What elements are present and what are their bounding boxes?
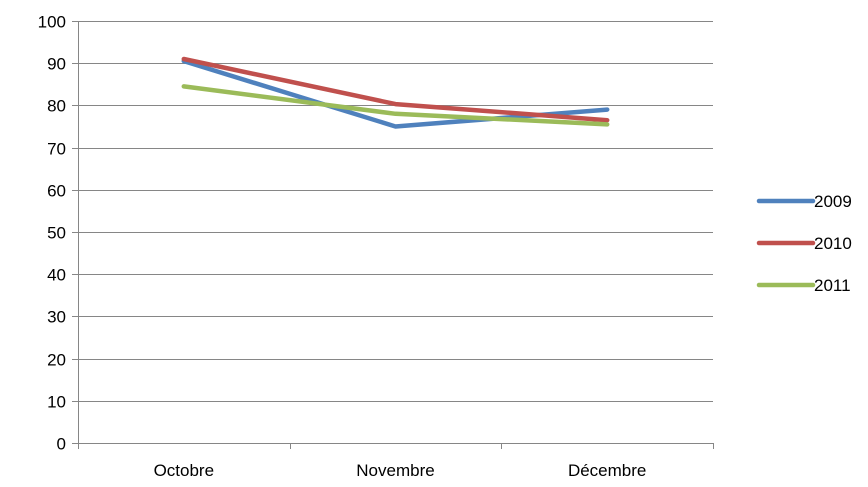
- y-tick-label: 50: [47, 224, 66, 243]
- y-tick-label: 60: [47, 182, 66, 201]
- x-tick-label: Novembre: [356, 461, 434, 480]
- y-tick-label: 90: [47, 55, 66, 74]
- y-tick-label: 70: [47, 140, 66, 159]
- y-tick-label: 30: [47, 308, 66, 327]
- y-tick-label: 0: [57, 435, 66, 454]
- series-line-2010: [181, 56, 610, 123]
- x-axis-tick-labels: Octobre Novembre Décembre: [154, 461, 647, 480]
- gridlines: [78, 21, 713, 402]
- y-tick-label: 20: [47, 351, 66, 370]
- y-axis-tick-labels: 0 10 20 30 40 50 60 70 80 90 100: [38, 13, 66, 454]
- legend-label: 2011: [814, 276, 851, 295]
- axes: [72, 21, 714, 449]
- y-tick-label: 40: [47, 266, 66, 285]
- x-tick-label: Décembre: [568, 461, 646, 480]
- y-tick-label: 100: [38, 13, 66, 32]
- y-tick-label: 10: [47, 393, 66, 412]
- series-lines: [181, 56, 610, 129]
- x-tick-label: Octobre: [154, 461, 214, 480]
- legend-label: 2010: [814, 234, 852, 253]
- series-line-2011: [181, 84, 610, 127]
- legend: 2009 2010 2011: [756, 192, 852, 295]
- y-tick-label: 80: [47, 97, 66, 116]
- legend-label: 2009: [814, 192, 852, 211]
